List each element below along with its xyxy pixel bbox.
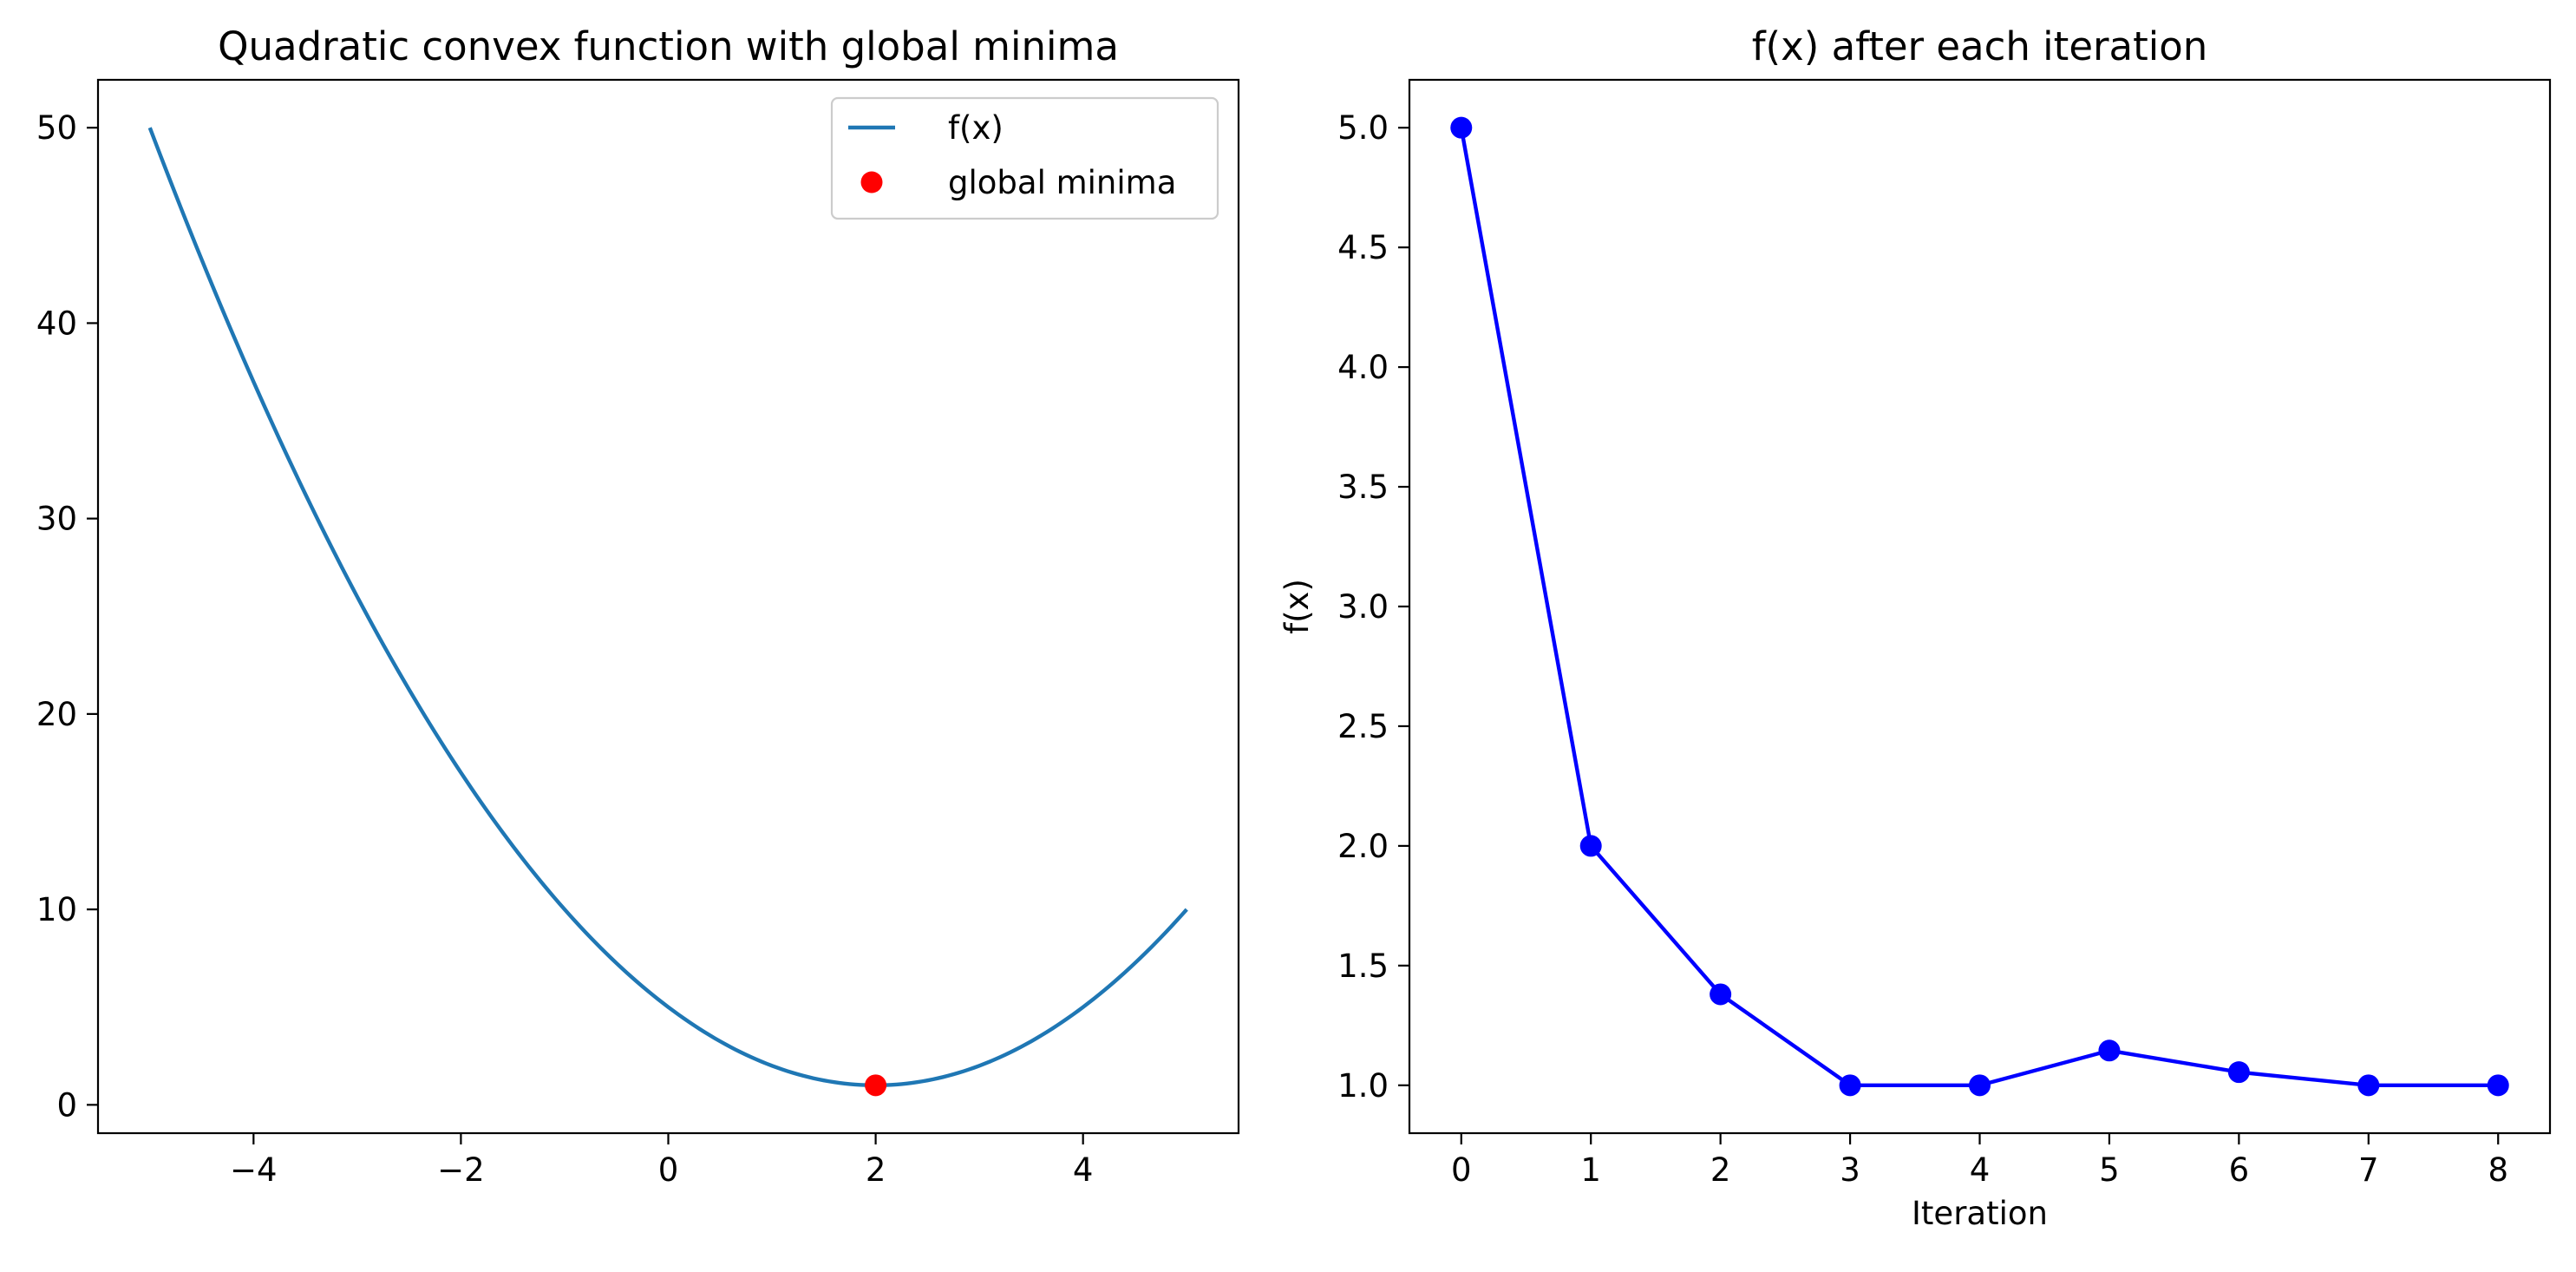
chart-title: f(x) after each iteration	[1752, 23, 2208, 69]
y-tick-label: 2.5	[1337, 708, 1389, 745]
y-tick-label: 1.5	[1337, 947, 1389, 985]
y-tick-label: 3.5	[1337, 469, 1389, 506]
x-tick-label: 5	[2099, 1151, 2120, 1189]
iteration-point-marker	[2227, 1061, 2250, 1084]
iteration-point-marker	[2487, 1074, 2509, 1097]
y-tick-label: 5.0	[1337, 109, 1389, 147]
x-tick-label: 7	[2358, 1151, 2379, 1189]
x-tick-label: 2	[866, 1151, 886, 1189]
iteration-point-marker	[1450, 116, 1473, 139]
series-line-fx	[147, 127, 1188, 1088]
x-tick-label: −4	[230, 1151, 278, 1189]
y-tick-label: 30	[36, 501, 77, 538]
y-axis-label: f(x)	[1278, 579, 1316, 634]
y-tick-label: 20	[36, 696, 77, 733]
y-tick-label: 4.0	[1337, 349, 1389, 386]
y-tick-label: 1.0	[1337, 1067, 1389, 1105]
iteration-point-marker	[1969, 1074, 1991, 1097]
global-minima-marker	[865, 1074, 887, 1097]
x-tick-label: 6	[2229, 1151, 2250, 1189]
iteration-point-marker	[1710, 983, 1732, 1006]
x-tick-label: −2	[437, 1151, 485, 1189]
x-tick-label: 2	[1710, 1151, 1731, 1189]
y-tick-label: 4.5	[1337, 229, 1389, 266]
x-tick-label: 0	[1451, 1151, 1472, 1189]
x-tick-label: 8	[2488, 1151, 2508, 1189]
legend-label: global minima	[948, 164, 1176, 201]
chart-title: Quadratic convex function with global mi…	[218, 23, 1119, 69]
axes-frame	[96, 78, 1240, 1135]
iteration-point-marker	[1579, 835, 1602, 857]
y-tick-label: 0	[56, 1086, 77, 1124]
right-chart-panel: f(x) after each iteration 0 1 2 3 4 5 6 7 8 1.0 1.5…	[1278, 23, 2552, 1232]
x-tick-label: 1	[1580, 1151, 1601, 1189]
y-tick-label: 2.0	[1337, 828, 1389, 865]
y-tick-label: 10	[36, 891, 77, 928]
legend-label: f(x)	[948, 109, 1004, 147]
left-chart-panel: Quadratic convex function with global mi…	[36, 23, 1240, 1189]
y-tick-label: 50	[36, 109, 77, 147]
x-tick-label: 3	[1840, 1151, 1860, 1189]
legend-point-swatch	[860, 171, 883, 193]
x-tick-label: 4	[1073, 1151, 1094, 1189]
iteration-point-marker	[2098, 1039, 2121, 1062]
iteration-point-marker	[2357, 1074, 2380, 1097]
x-tick-label: 4	[1970, 1151, 1991, 1189]
legend-box	[830, 96, 1219, 220]
iteration-point-marker	[1839, 1074, 1861, 1097]
axes-frame	[1408, 78, 2552, 1135]
y-tick-label: 3.0	[1337, 588, 1389, 626]
x-tick-label: 0	[658, 1151, 679, 1189]
x-axis-label: Iteration	[1912, 1195, 2048, 1232]
y-tick-label: 40	[36, 305, 77, 342]
